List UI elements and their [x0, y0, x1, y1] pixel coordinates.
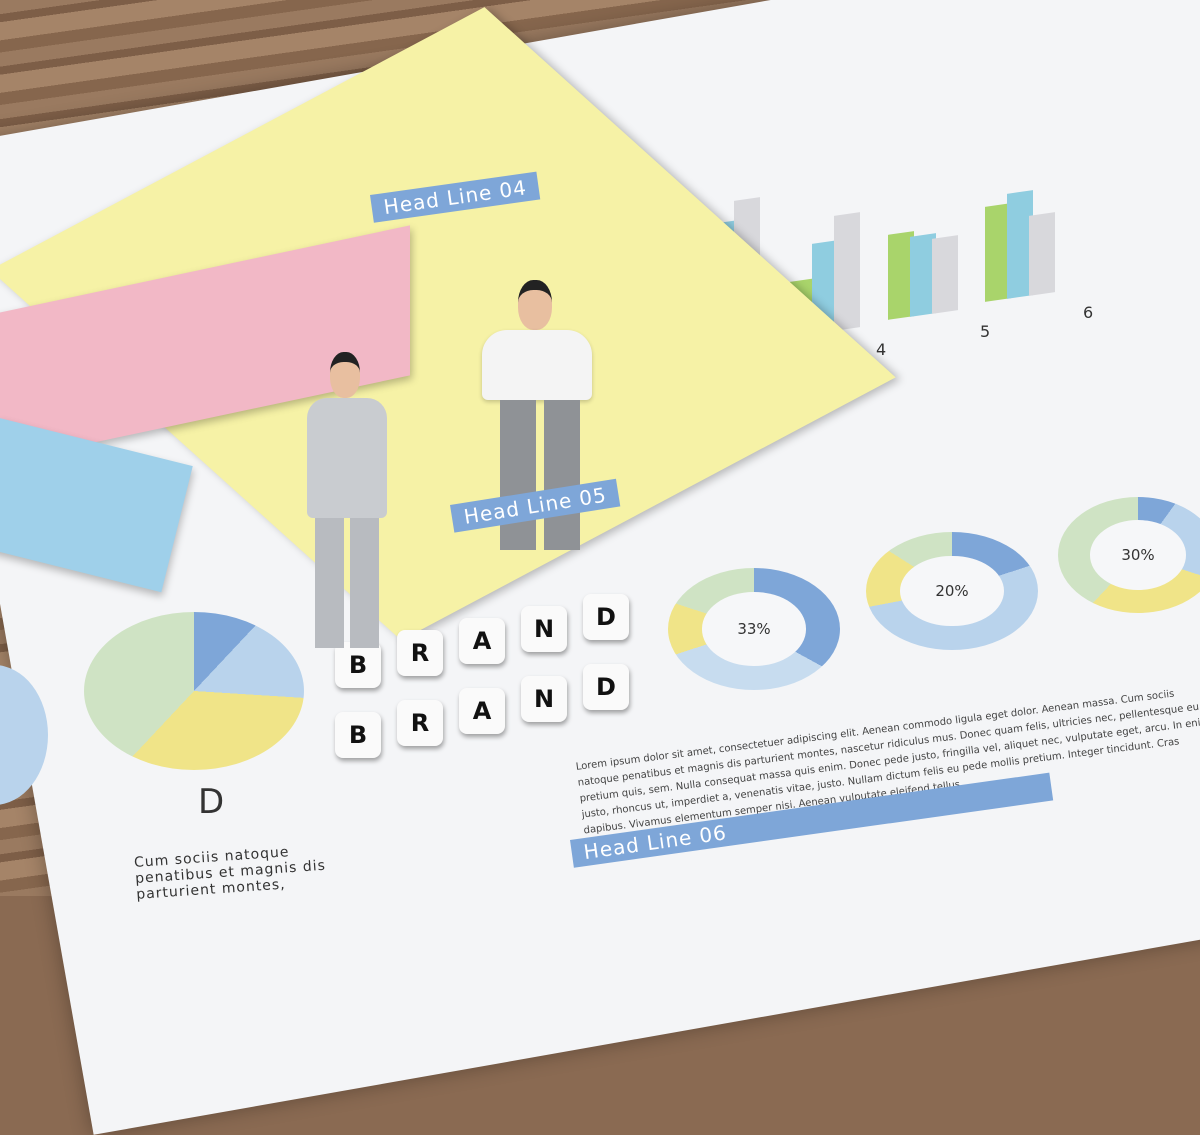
donut-label: 20%	[900, 555, 1004, 627]
donut-label: 33%	[702, 592, 806, 666]
donut-chart: 33%	[668, 568, 840, 690]
donut-chart: 20%	[866, 532, 1038, 650]
letter-block: N	[521, 676, 567, 722]
pie-chart	[84, 612, 304, 770]
pie-label: D	[198, 782, 225, 822]
figurine-suit	[285, 352, 387, 648]
letter-block: B	[335, 712, 381, 758]
figurine-white-shirt	[470, 280, 592, 550]
letter-block: R	[397, 630, 443, 676]
letter-block: N	[521, 606, 567, 652]
letter-block: D	[583, 664, 629, 710]
letter-block: B	[335, 642, 381, 688]
letter-block: D	[583, 594, 629, 640]
bar	[932, 235, 958, 314]
bar-label: 5	[980, 322, 991, 341]
bar-label: 4	[876, 340, 887, 359]
donut-chart: 30%	[1058, 497, 1200, 613]
bar	[834, 212, 860, 331]
bar	[1029, 212, 1055, 296]
letter-block: A	[459, 618, 505, 664]
letter-block: A	[459, 688, 505, 734]
bar-label: 6	[1083, 303, 1094, 322]
donut-label: 30%	[1090, 520, 1186, 590]
letter-block: R	[397, 700, 443, 746]
